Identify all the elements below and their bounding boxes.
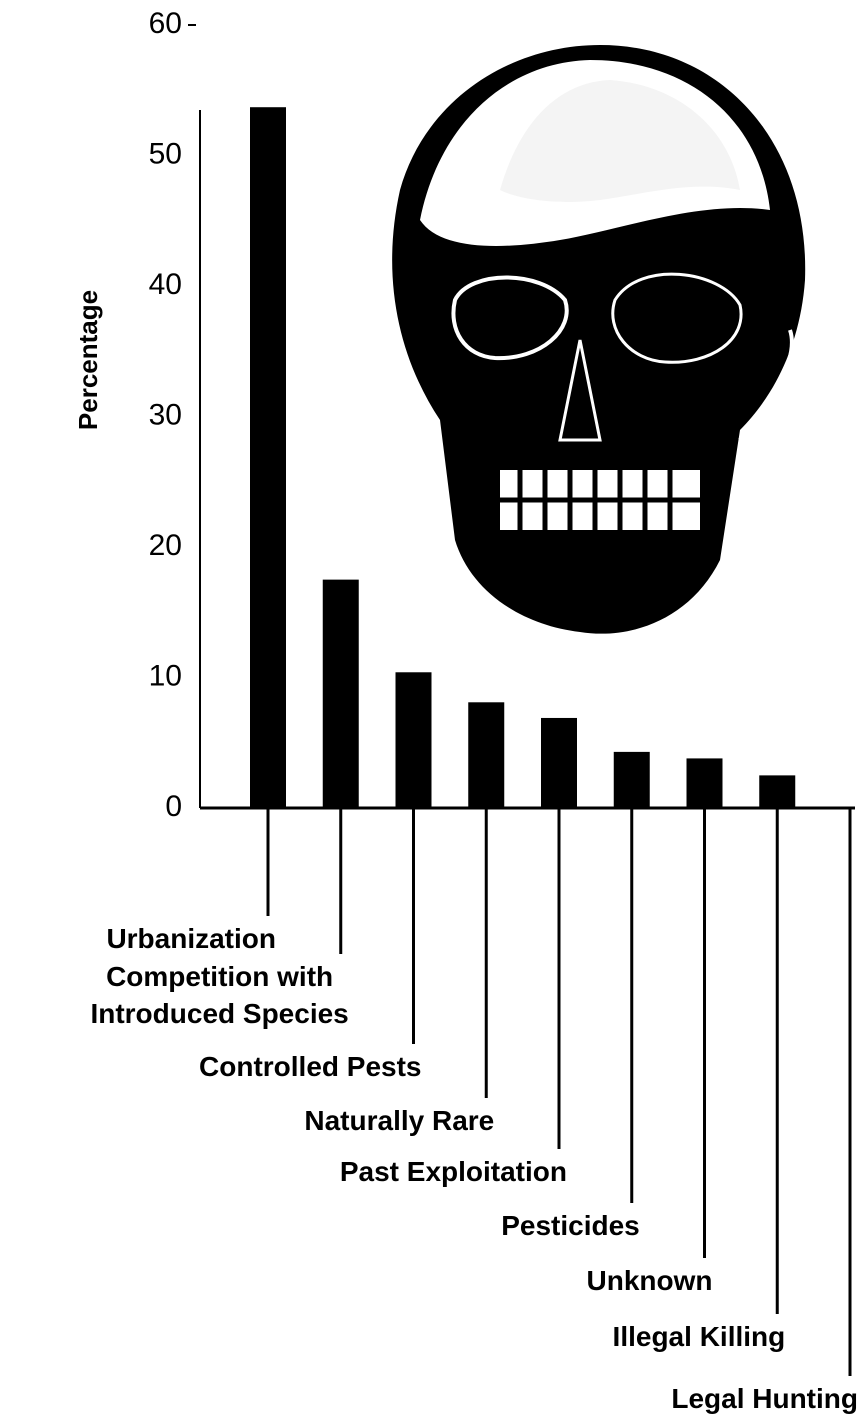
- x-tick-label: Naturally Rare: [304, 1105, 495, 1136]
- bar: [395, 672, 432, 808]
- bar: [759, 775, 796, 808]
- y-tick-label: 20: [149, 529, 182, 562]
- y-tick-label: 60: [149, 7, 182, 40]
- x-tick-label: Legal Hunting: [671, 1383, 858, 1414]
- x-tick-label: Competition with Introduced Species: [90, 961, 349, 1029]
- skull-illustration: [392, 45, 806, 634]
- y-axis-label: Percentage: [73, 290, 103, 430]
- bar: [613, 751, 650, 808]
- x-tick-label: Past Exploitation: [339, 1156, 567, 1187]
- bar: [468, 702, 505, 808]
- bar: [541, 717, 577, 808]
- bar: [250, 107, 286, 809]
- x-tick-label: Controlled Pests: [199, 1051, 422, 1082]
- y-tick-label: 40: [149, 268, 182, 301]
- y-tick-label: 0: [165, 790, 182, 823]
- y-tick-label: 30: [149, 398, 182, 431]
- bar: [686, 758, 723, 808]
- y-tick-label: 50: [149, 137, 182, 170]
- x-tick-label: Pesticides: [501, 1210, 640, 1241]
- y-tick-label: 10: [149, 659, 182, 692]
- x-tick-label: Urbanization: [106, 923, 276, 954]
- x-tick-label: Unknown: [586, 1265, 713, 1296]
- x-tick-label: Illegal Killing: [612, 1321, 786, 1352]
- bar: [322, 579, 359, 808]
